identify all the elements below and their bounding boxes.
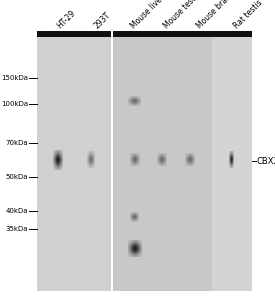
Text: Mouse testis: Mouse testis xyxy=(162,0,203,30)
Text: Mouse brain: Mouse brain xyxy=(195,0,235,30)
Text: Mouse liver: Mouse liver xyxy=(129,0,167,30)
FancyBboxPatch shape xyxy=(113,32,212,291)
Text: CBX2: CBX2 xyxy=(257,157,275,166)
Bar xyxy=(111,32,113,291)
Text: 70kDa: 70kDa xyxy=(6,140,28,146)
Text: 40kDa: 40kDa xyxy=(6,208,28,214)
Bar xyxy=(113,32,212,37)
Text: 50kDa: 50kDa xyxy=(6,174,28,180)
Text: Rat testis: Rat testis xyxy=(232,0,264,30)
Text: 35kDa: 35kDa xyxy=(6,226,28,232)
Text: 100kDa: 100kDa xyxy=(1,101,28,107)
Text: 293T: 293T xyxy=(93,10,113,30)
FancyBboxPatch shape xyxy=(212,32,252,291)
Text: 150kDa: 150kDa xyxy=(1,75,28,81)
FancyBboxPatch shape xyxy=(37,32,111,291)
Bar xyxy=(212,32,252,37)
Bar xyxy=(37,32,111,37)
Text: HT-29: HT-29 xyxy=(56,8,78,30)
